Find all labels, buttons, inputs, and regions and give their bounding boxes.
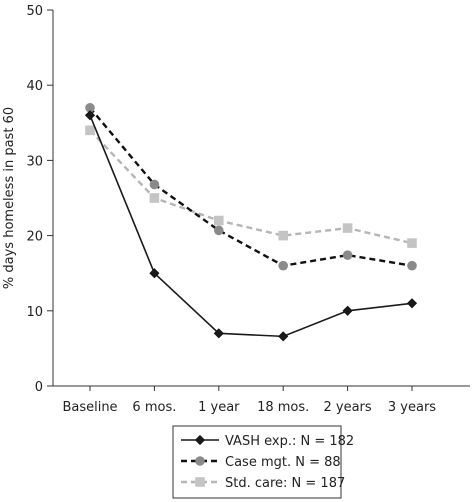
legend-item: Std. care: N = 187	[181, 476, 345, 491]
data-point	[407, 238, 417, 248]
data-point	[342, 223, 353, 233]
series-3	[85, 125, 417, 248]
y-axis: 0 10 20 30 40 50	[26, 4, 54, 395]
data-point	[85, 102, 95, 113]
legend-label: VASH exp.: N = 182	[225, 434, 354, 449]
y-tick-label: 30	[26, 154, 43, 169]
series-1	[84, 110, 418, 342]
data-point	[149, 193, 160, 203]
data-point	[214, 215, 224, 226]
data-point	[149, 268, 160, 279]
legend-marker	[195, 477, 205, 487]
data-point	[85, 125, 95, 136]
y-tick-label: 0	[35, 380, 43, 395]
y-tick-label: 40	[26, 79, 43, 94]
legend-marker	[194, 434, 206, 446]
series-line	[89, 106, 413, 267]
y-axis-title: % days homeless in past 60	[2, 107, 17, 289]
data-point	[278, 230, 288, 241]
data-point	[407, 260, 417, 271]
x-tick-label: 1 year	[198, 400, 240, 415]
data-point	[278, 260, 289, 271]
series-line	[89, 114, 413, 338]
series-layer	[84, 102, 418, 342]
legend-item: Case mgt. N = 88	[181, 455, 341, 470]
legend-label: Std. care: N = 187	[225, 476, 345, 491]
series-2	[85, 102, 417, 271]
x-tick-label: 3 years	[388, 400, 436, 415]
x-axis: Baseline 6 mos. 1 year 18 mos. 2 years 3 year…	[53, 385, 470, 415]
x-tick-label: Baseline	[62, 400, 117, 415]
data-point	[213, 328, 224, 339]
y-tick-label: 50	[26, 4, 43, 19]
series-line	[89, 129, 413, 245]
x-tick-label: 2 years	[324, 400, 372, 415]
y-tick-label: 10	[26, 305, 43, 320]
data-point	[406, 298, 418, 309]
legend: VASH exp.: N = 182 Case mgt. N = 88 Std. c…	[172, 425, 354, 499]
data-point	[278, 331, 289, 342]
data-point	[214, 225, 224, 236]
data-point	[84, 110, 96, 121]
x-tick-label: 6 mos.	[132, 400, 176, 415]
legend-item: VASH exp.: N = 182	[181, 434, 354, 449]
y-tick-label: 20	[26, 230, 43, 245]
legend-marker	[195, 456, 205, 466]
data-point	[342, 250, 353, 260]
data-point	[342, 305, 353, 316]
x-tick-label: 18 mos.	[257, 400, 309, 415]
data-point	[149, 179, 160, 190]
legend-label: Case mgt. N = 88	[225, 455, 341, 470]
